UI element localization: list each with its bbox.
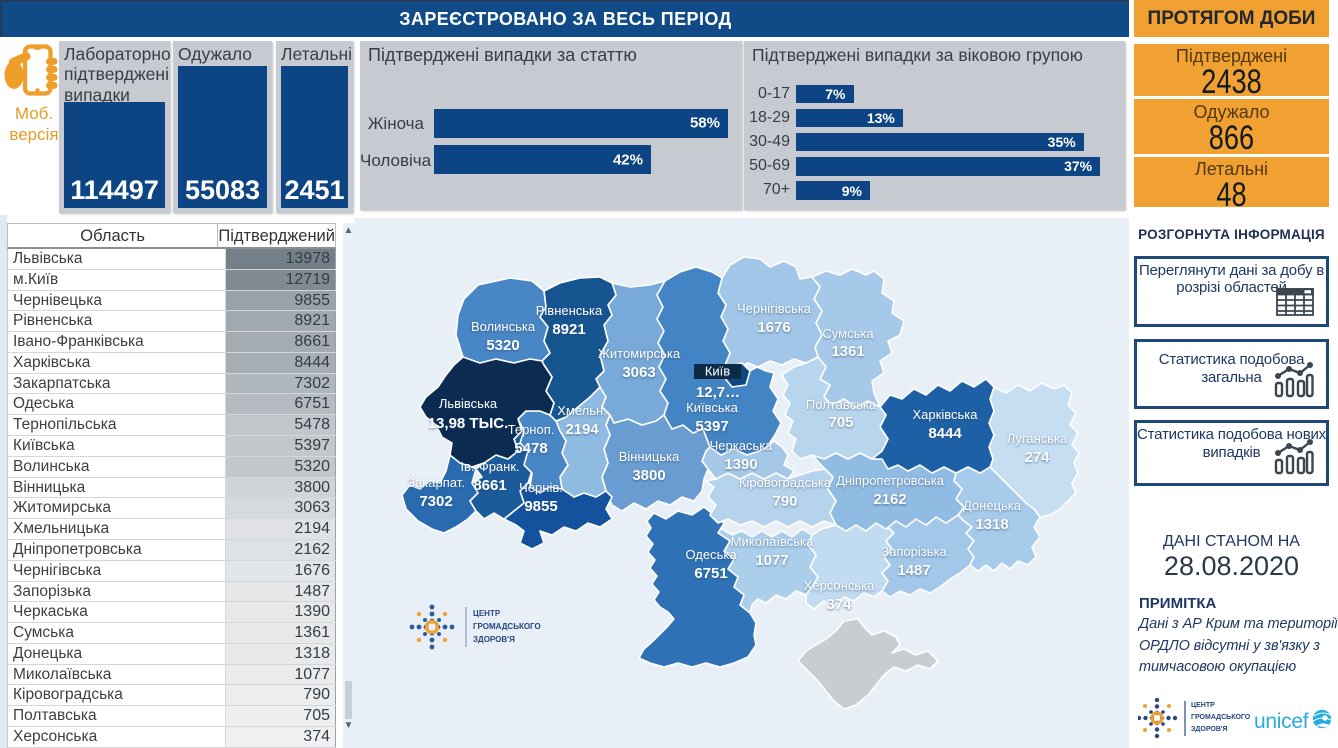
svg-text:ЗДОРОВ'Я: ЗДОРОВ'Я [1191, 726, 1228, 733]
svg-text:1077: 1077 [755, 552, 788, 569]
svg-text:6751: 6751 [694, 565, 727, 582]
svg-text:Київська: Київська [686, 400, 738, 415]
svg-text:8444: 8444 [928, 425, 962, 442]
svg-text:Одеська: Одеська [685, 547, 737, 562]
svg-text:1676: 1676 [757, 319, 790, 336]
svg-text:Чернів.: Чернів. [519, 480, 563, 495]
svg-text:705: 705 [828, 414, 853, 431]
svg-text:Волинська: Волинська [471, 319, 536, 334]
svg-text:unicef: unicef [1254, 710, 1309, 733]
svg-text:Рівненська: Рівненська [536, 303, 603, 318]
svg-text:Вінницька: Вінницька [619, 449, 680, 464]
svg-text:1487: 1487 [897, 562, 930, 579]
svg-text:ЗДОРОВ'Я: ЗДОРОВ'Я [473, 635, 515, 644]
svg-text:13,98 ТЫС.: 13,98 ТЫС. [428, 415, 509, 432]
svg-text:Донецька: Донецька [963, 498, 1022, 513]
svg-text:Черкаська: Черкаська [710, 438, 774, 453]
svg-text:2162: 2162 [873, 491, 906, 508]
svg-text:Житомирська: Житомирська [598, 346, 681, 361]
svg-text:1318: 1318 [975, 516, 1008, 533]
svg-text:Дніпропетровська: Дніпропетровська [836, 473, 945, 488]
svg-text:Полтавська: Полтавська [806, 397, 877, 412]
svg-text:Київ: Київ [705, 364, 730, 379]
svg-text:ЦЕНТР: ЦЕНТР [473, 609, 501, 618]
svg-text:1390: 1390 [724, 456, 757, 473]
svg-text:Сумська: Сумська [822, 326, 874, 341]
svg-text:8661: 8661 [473, 477, 506, 494]
svg-text:ЦЕНТР: ЦЕНТР [1191, 702, 1215, 709]
svg-text:3063: 3063 [622, 364, 655, 381]
svg-text:274: 274 [1024, 449, 1050, 466]
svg-text:374: 374 [826, 596, 852, 613]
svg-text:Хмельн.: Хмельн. [557, 403, 607, 418]
svg-text:ГРОМАДСЬКОГО: ГРОМАДСЬКОГО [1191, 714, 1251, 721]
svg-text:Луганська: Луганська [1007, 431, 1068, 446]
svg-text:12,7…: 12,7… [696, 384, 740, 401]
svg-text:Запорізька: Запорізька [881, 544, 947, 559]
svg-text:Чернігівська: Чернігівська [737, 301, 812, 316]
svg-text:Ів.-Франк.: Ів.-Франк. [460, 459, 519, 474]
svg-text:790: 790 [772, 493, 797, 510]
svg-text:8921: 8921 [552, 321, 585, 338]
svg-text:Кіровоградська: Кіровоградська [739, 475, 832, 490]
svg-text:Терноп.: Терноп. [508, 422, 555, 437]
svg-text:7302: 7302 [419, 493, 452, 510]
svg-text:ГРОМАДСЬКОГО: ГРОМАДСЬКОГО [473, 622, 541, 631]
svg-text:Херсонська: Херсонська [804, 578, 875, 593]
svg-text:5320: 5320 [486, 337, 519, 354]
svg-text:5397: 5397 [695, 418, 728, 435]
svg-text:Харківська: Харківська [913, 407, 979, 422]
svg-text:Закарпат.: Закарпат. [407, 475, 465, 490]
svg-text:Львівська: Львівська [439, 396, 498, 411]
svg-text:2194: 2194 [565, 421, 599, 438]
svg-text:Миколаївська: Миколаївська [731, 534, 814, 549]
svg-text:1361: 1361 [831, 343, 864, 360]
svg-text:3800: 3800 [632, 467, 665, 484]
svg-text:5478: 5478 [514, 440, 547, 457]
svg-text:9855: 9855 [524, 498, 557, 515]
